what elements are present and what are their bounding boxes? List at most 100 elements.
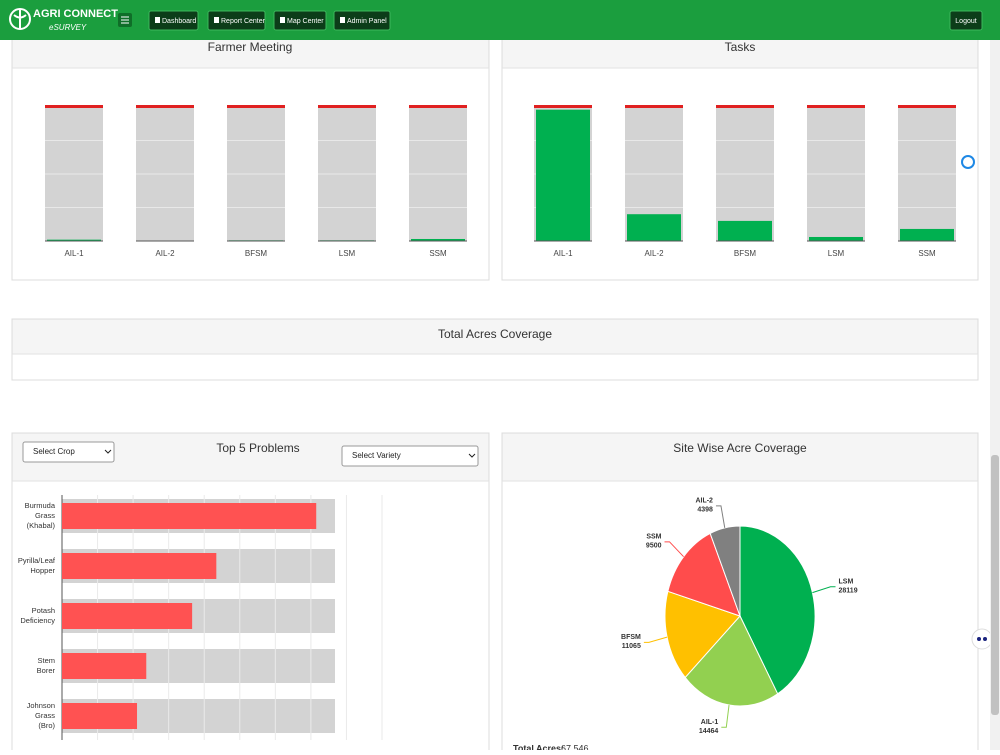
y-tick-label: Pyrilla/Leaf bbox=[18, 556, 56, 565]
bar bbox=[536, 109, 590, 242]
card-header bbox=[502, 433, 978, 482]
leader-line bbox=[812, 586, 836, 594]
y-tick-label: Deficiency bbox=[20, 616, 55, 625]
target-line bbox=[318, 105, 376, 108]
y-tick-label: (Khabal) bbox=[27, 521, 56, 530]
nav-icon bbox=[280, 17, 285, 23]
select-arrow bbox=[468, 453, 476, 458]
bar bbox=[627, 214, 681, 241]
x-tick-label: BFSM bbox=[245, 249, 268, 258]
slice-value: 11065 bbox=[622, 643, 641, 650]
select-arrow bbox=[104, 449, 112, 454]
menu-icon bbox=[121, 16, 129, 24]
logout-label: Logout bbox=[955, 18, 976, 25]
y-tick-label: Borer bbox=[37, 666, 56, 675]
pie-slice bbox=[709, 525, 741, 617]
x-tick-label: AIL-1 bbox=[64, 249, 84, 258]
slice-value: 9500 bbox=[646, 543, 662, 550]
card-title: Farmer Meeting bbox=[208, 40, 293, 54]
bar bbox=[47, 239, 101, 241]
scrollbar-thumb[interactable] bbox=[991, 455, 999, 715]
nav-button[interactable] bbox=[207, 10, 266, 31]
slice-label: SSM bbox=[646, 534, 661, 541]
card-title: Site Wise Acre Coverage bbox=[673, 441, 807, 455]
bar bbox=[718, 220, 772, 241]
target-line bbox=[227, 105, 285, 108]
y-tick-label: Johnson bbox=[27, 701, 55, 710]
slice-label: AIL-1 bbox=[701, 719, 719, 726]
y-tick-label: Stem bbox=[37, 656, 55, 665]
nav-label: Report Center bbox=[221, 18, 266, 25]
chat-widget[interactable] bbox=[971, 628, 993, 650]
logout-button[interactable] bbox=[949, 10, 983, 31]
nav-label: Admin Panel bbox=[347, 18, 387, 25]
nav-button[interactable] bbox=[148, 10, 199, 31]
ai-widget[interactable] bbox=[961, 155, 975, 169]
nav-label: Dashboard bbox=[162, 18, 196, 25]
x-tick-label: SSM bbox=[429, 249, 447, 258]
nav-icon bbox=[155, 17, 160, 23]
card-title: Total Acres Coverage bbox=[438, 327, 552, 341]
select-crop-label: Select Crop bbox=[33, 447, 75, 456]
slice-value: 4398 bbox=[697, 507, 713, 514]
slice-label: AIL-2 bbox=[695, 498, 713, 505]
nav-icon bbox=[214, 17, 219, 23]
scrollbar-track bbox=[990, 40, 1000, 750]
x-tick-label: SSM bbox=[918, 249, 936, 258]
bar bbox=[809, 236, 863, 241]
pie-slice bbox=[667, 532, 741, 617]
target-line bbox=[807, 105, 865, 108]
bar bbox=[62, 703, 138, 729]
y-tick-label: Hopper bbox=[30, 566, 55, 575]
bar bbox=[900, 228, 954, 241]
leader-line bbox=[643, 636, 668, 643]
select-variety-label: Select Variety bbox=[352, 451, 401, 460]
target-line bbox=[716, 105, 774, 108]
card-header bbox=[12, 319, 978, 355]
bar bbox=[62, 503, 317, 529]
target-line bbox=[136, 105, 194, 108]
x-tick-label: AIL-1 bbox=[553, 249, 573, 258]
leader-line bbox=[721, 704, 730, 728]
target-line bbox=[409, 105, 467, 108]
leader-line bbox=[715, 505, 726, 528]
nav-button[interactable] bbox=[273, 10, 327, 31]
x-tick-label: BFSM bbox=[734, 249, 757, 258]
target-line bbox=[625, 105, 683, 108]
slice-value: 28119 bbox=[839, 588, 858, 595]
target-line bbox=[534, 105, 592, 108]
total-value: 67,546 bbox=[561, 743, 589, 750]
total-label: Total Acres: bbox=[513, 743, 564, 750]
target-line bbox=[898, 105, 956, 108]
y-tick-label: (Bro) bbox=[38, 721, 55, 730]
nav-button[interactable] bbox=[333, 10, 391, 31]
y-tick-label: Potash bbox=[32, 606, 55, 615]
bar bbox=[411, 238, 465, 241]
select-crop[interactable] bbox=[22, 441, 115, 463]
select-variety[interactable] bbox=[341, 445, 479, 467]
chat-eye bbox=[983, 637, 987, 641]
y-tick-label: Grass bbox=[35, 711, 55, 720]
card-title: Top 5 Problems bbox=[216, 441, 299, 455]
target-line bbox=[45, 105, 103, 108]
x-tick-label: AIL-2 bbox=[155, 249, 175, 258]
card-title: Tasks bbox=[725, 40, 756, 54]
bar bbox=[62, 553, 217, 579]
chat-eye bbox=[977, 637, 981, 641]
nav-icon bbox=[340, 17, 345, 23]
brand-sub: eSURVEY bbox=[49, 23, 87, 32]
nav-label: Map Center bbox=[287, 18, 324, 25]
x-tick-label: LSM bbox=[339, 249, 356, 258]
x-tick-label: AIL-2 bbox=[644, 249, 664, 258]
slice-label: BFSM bbox=[621, 634, 641, 641]
slice-value: 14464 bbox=[699, 728, 719, 735]
y-tick-label: Burmuda bbox=[25, 501, 56, 510]
x-tick-label: LSM bbox=[828, 249, 845, 258]
bar bbox=[62, 653, 147, 679]
slice-label: LSM bbox=[839, 579, 854, 586]
bar bbox=[62, 603, 193, 629]
y-tick-label: Grass bbox=[35, 511, 55, 520]
logo-leaf bbox=[13, 9, 27, 29]
